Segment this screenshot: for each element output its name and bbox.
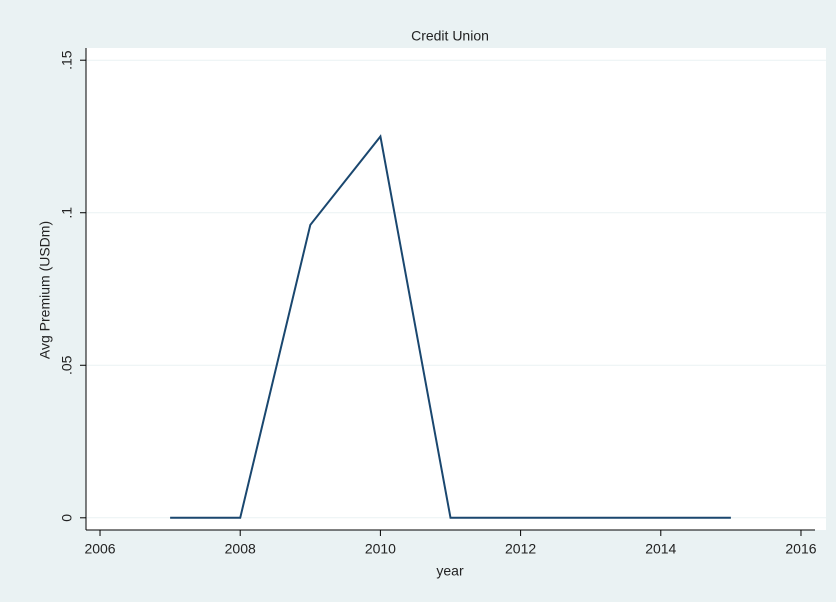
x-tick-label: 2014 xyxy=(645,541,676,557)
x-tick-label: 2012 xyxy=(505,541,536,557)
x-axis-label: year xyxy=(436,563,464,579)
plot-area xyxy=(86,48,826,530)
x-tick-label: 2016 xyxy=(785,541,816,557)
chart-title: Credit Union xyxy=(411,28,489,44)
y-tick-label: .05 xyxy=(59,355,75,375)
x-tick-label: 2006 xyxy=(84,541,115,557)
y-axis-label: Avg Premium (USDm) xyxy=(37,221,53,359)
y-tick-label: .1 xyxy=(59,207,75,219)
y-tick-label: .15 xyxy=(59,50,75,70)
data-line xyxy=(170,134,731,519)
x-tick-label: 2008 xyxy=(225,541,256,557)
x-tick-label: 2010 xyxy=(365,541,396,557)
y-tick-label: 0 xyxy=(59,514,75,522)
